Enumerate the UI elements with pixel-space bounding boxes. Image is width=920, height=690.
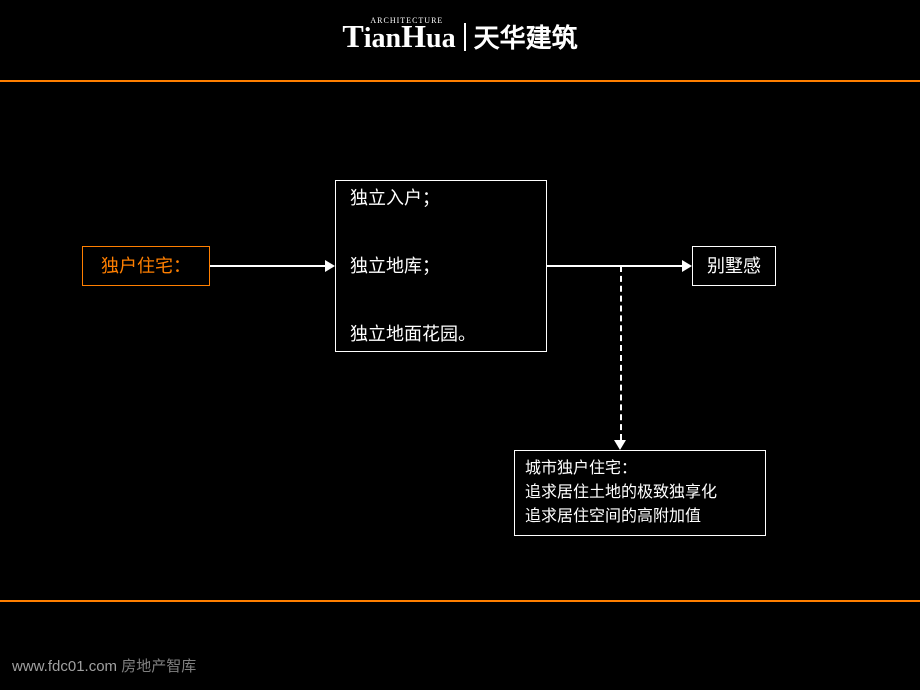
edge-2-line: [547, 265, 682, 267]
node-source: 独户住宅：: [82, 246, 210, 286]
edge-1-line: [210, 265, 325, 267]
node-annotation-label: 城市独户住宅： 追求居住土地的极致独享化 追求居住空间的高附加值: [525, 457, 717, 529]
header: ARCHITECTURE TianHua 天华建筑: [0, 0, 920, 55]
footer: www.fdc01.com 房地产智库: [12, 655, 196, 676]
edge-2-arrow: [682, 260, 692, 272]
node-features-label: 独立入户； 独立地库； 独立地面花园。: [350, 181, 476, 352]
footer-url: www.fdc01.com: [12, 658, 117, 675]
diagram-canvas: 独户住宅： 独立入户； 独立地库； 独立地面花园。 别墅感 城市独户住宅： 追求…: [0, 80, 920, 600]
edge-3-arrow: [614, 440, 626, 450]
node-features: 独立入户； 独立地库； 独立地面花园。: [335, 180, 547, 352]
logo-divider: [464, 23, 466, 51]
node-annotation: 城市独户住宅： 追求居住土地的极致独享化 追求居住空间的高附加值: [514, 450, 766, 536]
logo-arch-text: ARCHITECTURE: [370, 16, 443, 25]
bottom-divider: [0, 600, 920, 602]
node-source-label: 独户住宅：: [101, 249, 191, 283]
footer-text: 房地产智库: [121, 658, 196, 675]
logo: ARCHITECTURE TianHua 天华建筑: [342, 18, 577, 55]
edge-1-arrow: [325, 260, 335, 272]
logo-chinese: 天华建筑: [474, 18, 578, 55]
node-result-label: 别墅感: [707, 249, 761, 283]
node-result: 别墅感: [692, 246, 776, 286]
logo-english: ARCHITECTURE TianHua: [342, 18, 455, 55]
edge-3-line: [620, 266, 622, 440]
